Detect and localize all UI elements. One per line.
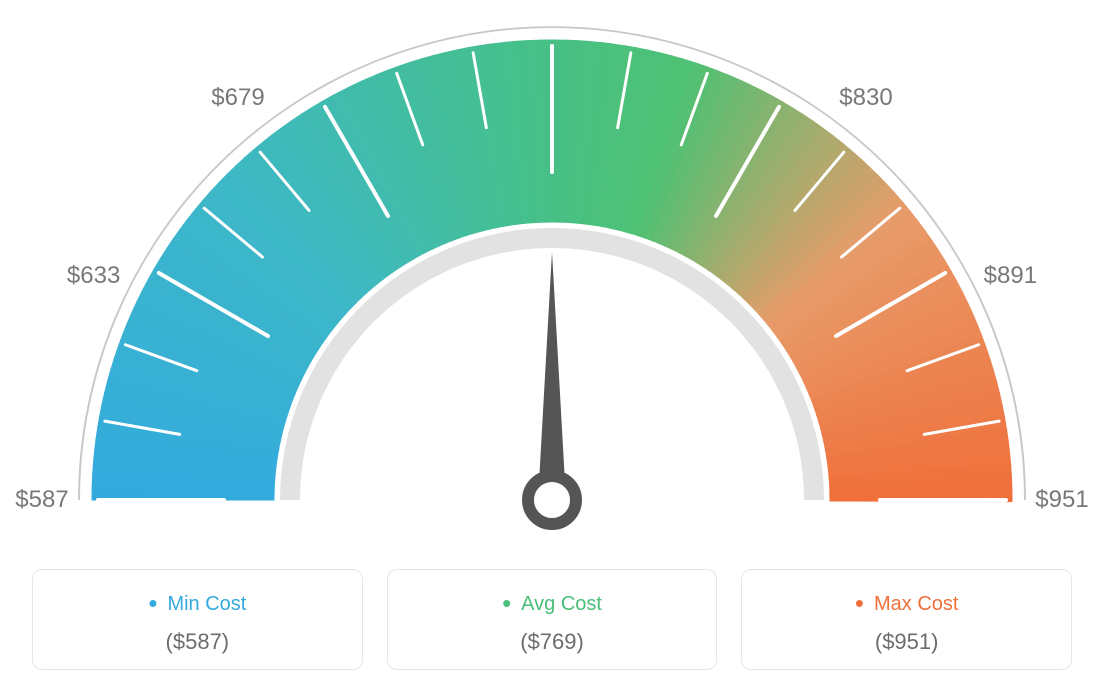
legend-card-min: Min Cost ($587) [32,569,363,670]
gauge-svg [0,0,1104,560]
legend-max-value: ($951) [752,629,1061,655]
gauge-needle [538,252,566,500]
cost-gauge: $587 $633 $679 $769 $830 $891 $951 [0,0,1104,560]
legend-max-title: Max Cost [752,588,1061,619]
legend-card-avg: Avg Cost ($769) [387,569,718,670]
legend-avg-value: ($769) [398,629,707,655]
gauge-needle-hub [528,476,576,524]
legend-card-max: Max Cost ($951) [741,569,1072,670]
gauge-tick-label: $769 [525,0,578,4]
legend-avg-title: Avg Cost [398,588,707,619]
gauge-tick-label: $587 [15,486,68,514]
gauge-tick-label: $951 [1035,486,1088,514]
legend-min-title: Min Cost [43,588,352,619]
legend-row: Min Cost ($587) Avg Cost ($769) Max Cost… [0,569,1104,670]
gauge-tick-label: $830 [839,84,892,112]
legend-min-value: ($587) [43,629,352,655]
gauge-tick-label: $891 [984,262,1037,290]
gauge-tick-label: $679 [211,84,264,112]
gauge-tick-label: $633 [67,262,120,290]
